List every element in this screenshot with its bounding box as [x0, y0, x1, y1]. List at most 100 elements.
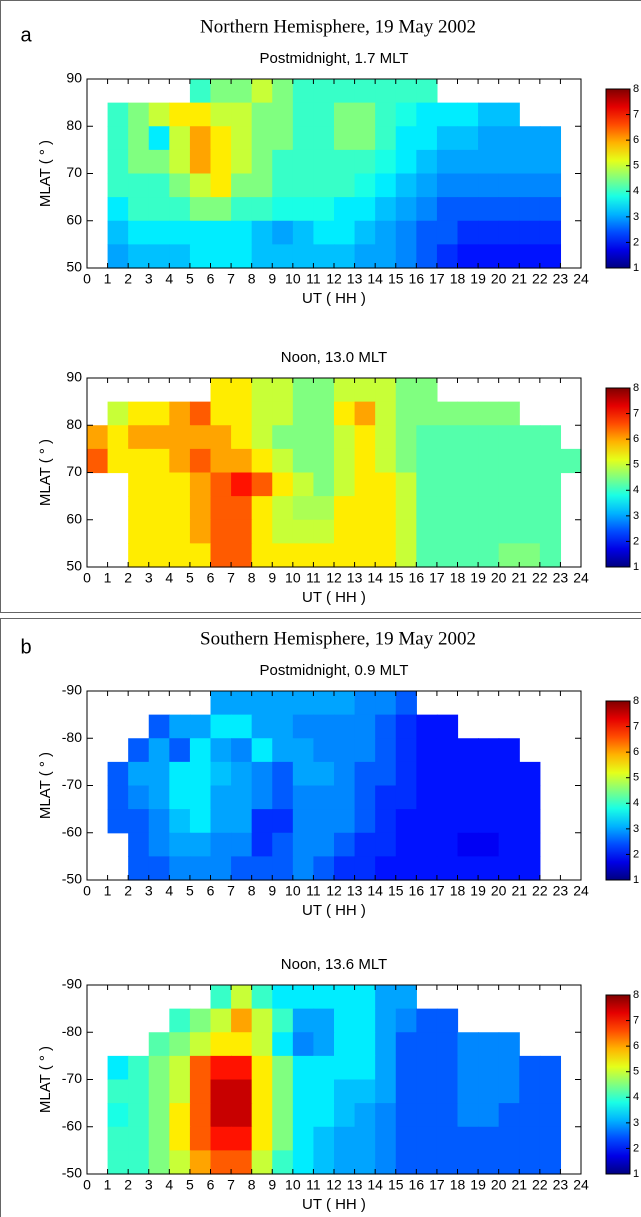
cell — [416, 126, 438, 151]
cell — [354, 714, 376, 739]
cell — [128, 543, 150, 568]
y-tick-label: 60 — [66, 510, 82, 526]
cell — [354, 519, 376, 544]
cell — [231, 149, 253, 175]
cell — [292, 1032, 315, 1057]
cell — [189, 126, 212, 151]
x-tick-label: 9 — [268, 883, 276, 899]
y-axis-label: MLAT ( ° ) — [37, 140, 54, 207]
cell — [539, 448, 562, 474]
cell — [128, 738, 150, 763]
cell — [169, 543, 191, 568]
cell — [169, 1103, 191, 1128]
x-tick-label: 6 — [207, 1177, 215, 1193]
cell — [395, 714, 417, 739]
cell — [189, 543, 212, 568]
cell — [272, 79, 294, 104]
cell — [334, 785, 356, 810]
cell — [375, 244, 397, 269]
y-tick-label: 50 — [66, 558, 82, 574]
cell — [169, 1032, 191, 1057]
cell — [148, 197, 170, 222]
cell — [210, 220, 232, 245]
panel-frame — [0, 618, 641, 1217]
x-tick-label: 16 — [409, 883, 425, 899]
cell — [313, 102, 335, 127]
cell — [498, 738, 520, 763]
cell — [416, 832, 438, 857]
cell — [436, 856, 459, 881]
cell — [148, 1150, 170, 1175]
cell — [87, 448, 109, 474]
x-tick-label: 2 — [124, 1177, 132, 1193]
cell — [334, 197, 356, 222]
cell — [148, 832, 170, 857]
cell — [560, 448, 582, 474]
y-tick-label: -60 — [62, 1117, 82, 1133]
cell — [519, 472, 541, 497]
cell — [128, 519, 150, 544]
x-tick-label: 4 — [165, 1177, 173, 1193]
cell — [189, 1055, 212, 1081]
cell — [416, 856, 438, 881]
cell — [189, 785, 212, 810]
cell — [128, 1055, 150, 1081]
cell — [251, 714, 273, 739]
cell — [210, 102, 232, 127]
x-tick-label: 9 — [268, 271, 276, 287]
cell — [395, 1079, 417, 1104]
cell — [519, 1103, 541, 1128]
x-tick-label: 14 — [367, 883, 383, 899]
cell — [231, 1032, 253, 1057]
cell — [498, 543, 520, 568]
cell — [272, 543, 294, 568]
cell — [128, 856, 150, 881]
cell — [189, 244, 212, 269]
colorbar-tick-label: 3 — [633, 211, 639, 223]
cell — [498, 425, 520, 450]
cell — [519, 519, 541, 544]
cell — [107, 197, 129, 222]
cell — [478, 102, 500, 127]
cell — [313, 173, 335, 198]
x-tick-label: 3 — [145, 1177, 153, 1193]
colorbar-tick-label: 2 — [633, 848, 639, 860]
cell — [395, 197, 417, 222]
cell — [231, 738, 253, 763]
x-tick-label: 11 — [306, 271, 321, 287]
colorbar-tick-label: 2 — [633, 1142, 639, 1154]
x-tick-label: 19 — [470, 570, 486, 586]
cell — [169, 197, 191, 222]
cell — [231, 472, 253, 497]
cell — [478, 197, 500, 222]
cell — [148, 714, 170, 739]
cell — [375, 173, 397, 198]
cell — [189, 79, 212, 104]
cell — [334, 985, 356, 1010]
cell — [292, 1126, 315, 1151]
cell — [395, 401, 417, 426]
cell — [148, 173, 170, 198]
x-tick-label: 23 — [553, 1177, 569, 1193]
x-tick-label: 13 — [347, 1177, 363, 1193]
chart-title: Noon, 13.0 MLT — [281, 349, 387, 366]
cell — [519, 1079, 541, 1104]
colorbar-tick-label: 3 — [633, 823, 639, 835]
cell — [478, 472, 500, 497]
cell — [169, 1150, 191, 1175]
y-tick-label: 70 — [66, 164, 82, 180]
cell — [128, 472, 150, 497]
cell — [478, 761, 500, 787]
cell — [354, 1032, 376, 1057]
cell — [313, 1032, 335, 1057]
cell — [519, 220, 541, 245]
cell — [457, 244, 479, 269]
x-tick-label: 20 — [491, 271, 507, 287]
cell — [416, 173, 438, 198]
x-tick-label: 10 — [285, 883, 301, 899]
cell — [107, 1055, 129, 1081]
cell — [354, 543, 376, 568]
colorbar — [605, 387, 631, 568]
x-tick-label: 6 — [207, 570, 215, 586]
cell — [478, 1055, 500, 1081]
